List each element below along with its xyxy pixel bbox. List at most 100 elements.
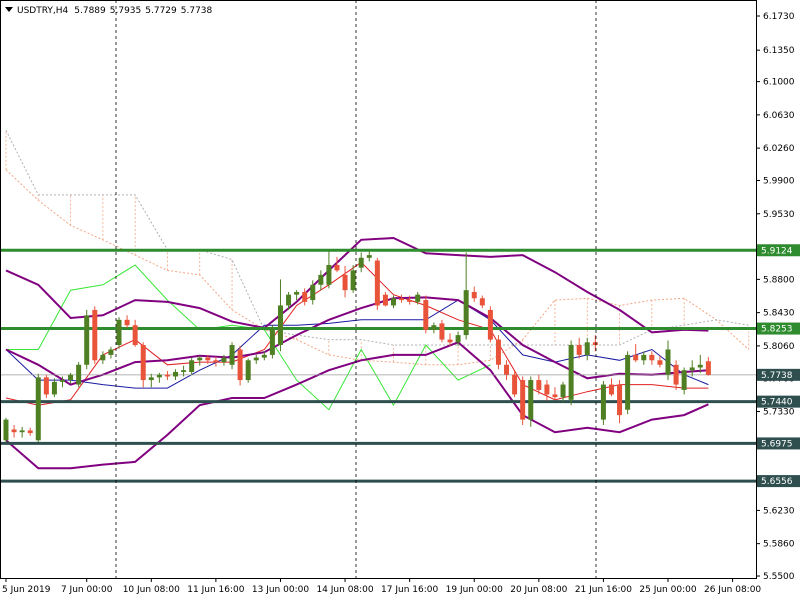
candle-body — [11, 429, 17, 433]
candle-body — [59, 380, 65, 382]
x-tick-label: 21 Jun 16:00 — [575, 585, 632, 595]
y-tick-label: 6.1350 — [763, 46, 795, 56]
candle-body — [108, 349, 114, 355]
candle-body — [213, 360, 219, 363]
candle-body — [140, 345, 146, 381]
x-tick-label: 5 Jun 2019 — [2, 585, 51, 595]
candle-body — [261, 354, 267, 358]
candle-body — [35, 377, 41, 441]
candle-body — [399, 298, 405, 301]
chart-header: USDTRY,H4 5.7889 5.7935 5.7729 5.7738 — [17, 6, 213, 16]
low-value: 5.7729 — [145, 6, 177, 16]
candle-body — [552, 394, 558, 398]
candle-body — [584, 342, 590, 355]
candle-body — [342, 274, 348, 291]
candle-body — [382, 294, 388, 306]
level-label-box — [757, 244, 800, 257]
price-label: 5.7738 — [761, 371, 793, 381]
candle-body — [673, 364, 679, 385]
candle-body — [164, 374, 170, 377]
level-label: 5.6556 — [761, 477, 793, 487]
candle-body — [495, 339, 501, 365]
candle-body — [600, 384, 606, 420]
y-tick-label: 5.9900 — [763, 177, 795, 187]
x-tick-label: 26 Jun 08:00 — [704, 585, 761, 595]
candle-body — [302, 291, 308, 302]
y-tick-label: 5.7330 — [763, 408, 795, 418]
candle-body — [415, 294, 421, 302]
candle-body — [326, 264, 332, 285]
candle-body — [84, 315, 90, 365]
candle-body — [19, 430, 25, 433]
candle-body — [229, 345, 235, 365]
y-tick-label: 5.9530 — [763, 210, 795, 220]
high-value: 5.7935 — [110, 6, 142, 16]
candle-body — [625, 354, 631, 410]
y-tick-label: 6.0630 — [763, 111, 795, 121]
level-label: 5.9124 — [761, 246, 793, 256]
plot-frame — [0, 0, 757, 579]
candle-body — [512, 374, 518, 395]
close-value: 5.7738 — [181, 6, 213, 16]
candle-body — [568, 345, 574, 400]
candle-body — [649, 354, 655, 361]
candle-body — [423, 300, 429, 330]
candle-body — [350, 270, 356, 291]
level-label: 5.8253 — [761, 325, 793, 335]
candle-body — [156, 374, 162, 378]
candle-body — [544, 384, 550, 395]
x-tick-label: 11 Jun 16:00 — [187, 585, 244, 595]
x-tick-label: 13 Jun 00:00 — [252, 585, 309, 595]
symbol: USDTRY,H4 — [17, 6, 69, 16]
candle-body — [92, 309, 98, 361]
candle-body — [576, 345, 582, 355]
y-tick-label: 5.5500 — [763, 572, 795, 582]
x-tick-label: 14 Jun 08:00 — [316, 585, 373, 595]
y-tick-label: 6.1730 — [763, 12, 795, 22]
candle-body — [197, 357, 203, 361]
candle-body — [51, 381, 57, 395]
candle-body — [76, 364, 82, 385]
candle-body — [447, 339, 453, 343]
candle-body — [657, 360, 663, 365]
level-label-box — [757, 395, 800, 408]
x-tick-label: 10 Jun 08:00 — [123, 585, 180, 595]
candle-body — [487, 309, 493, 340]
candle-body — [173, 371, 179, 377]
candle-body — [479, 298, 485, 306]
level-label-box — [757, 437, 800, 450]
open-value: 5.7889 — [74, 6, 106, 16]
candle-body — [407, 300, 413, 302]
level-label-box — [757, 475, 800, 488]
candle-body — [633, 354, 639, 361]
candle-body — [560, 384, 566, 398]
candle-body — [294, 291, 300, 295]
candle-body — [463, 290, 469, 336]
candle-body — [681, 370, 687, 390]
candle-body — [689, 367, 695, 371]
candle-body — [310, 284, 316, 301]
x-tick-label: 20 Jun 08:00 — [510, 585, 567, 595]
candle-body — [528, 380, 534, 420]
candle-body — [3, 419, 9, 441]
candle-body — [608, 384, 614, 395]
candle-body — [471, 291, 477, 299]
candle-body — [286, 294, 292, 306]
x-tick-label: 25 Jun 00:00 — [639, 585, 696, 595]
y-tick-label: 5.8800 — [763, 275, 795, 285]
candle-body — [705, 361, 711, 375]
candle-body — [100, 354, 106, 361]
candle-body — [148, 377, 154, 381]
x-tick-label: 19 Jun 00:00 — [446, 585, 503, 595]
menu-arrow[interactable] — [5, 7, 13, 12]
candle-body — [665, 349, 671, 375]
candle-body — [253, 357, 259, 361]
y-tick-label: 5.5860 — [763, 540, 795, 550]
candle-body — [318, 274, 324, 285]
y-tick-label: 6.0260 — [763, 144, 795, 154]
candle-body — [116, 319, 122, 346]
candle-body — [245, 360, 251, 381]
candle-body — [27, 430, 33, 434]
candle-body — [697, 364, 703, 368]
candle-body — [189, 360, 195, 372]
